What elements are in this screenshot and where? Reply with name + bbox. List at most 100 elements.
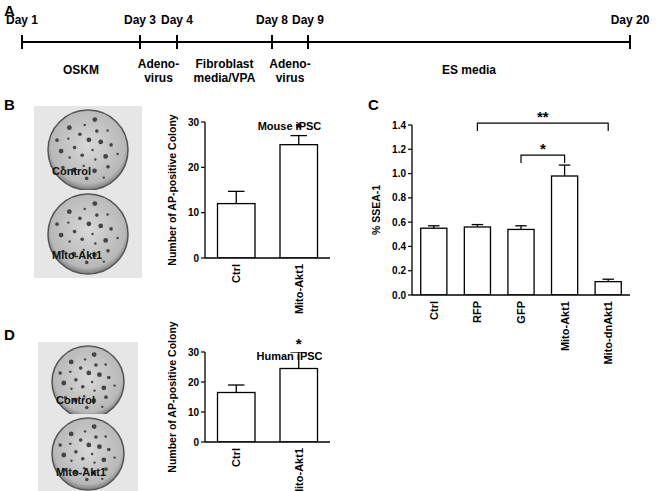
colony-dot: [73, 146, 77, 150]
bar-chart: 0102030CtrlMito-Akt1Number of AP-positiv…: [166, 321, 330, 491]
colony-dot: [104, 363, 106, 365]
x-tick-label: RFP: [471, 301, 483, 323]
y-tick-label: 0.0: [392, 290, 406, 301]
y-tick: [408, 246, 412, 247]
colony-dot: [94, 242, 96, 244]
error-cap: [559, 164, 571, 165]
day-label: Day 4: [161, 13, 193, 27]
timeline: Day 1 Day 3 Day 4 Day 8 Day 9 Day 20 OSKM Adeno…: [6, 13, 650, 85]
y-tick: [201, 381, 205, 382]
day-label: Day 9: [292, 13, 324, 27]
colony-dot: [91, 381, 93, 383]
colony-dot: [67, 137, 69, 139]
photo-label: Control: [56, 394, 95, 406]
day-label: Day 8: [256, 13, 288, 27]
colony-dot: [92, 352, 97, 357]
colony-dot: [74, 450, 78, 454]
y-tick-label: 1.2: [392, 144, 406, 155]
colony-dot: [94, 158, 96, 160]
colony-dot: [69, 431, 74, 436]
colony-dot: [109, 143, 113, 147]
significance: *: [296, 335, 302, 352]
day-label: Day 20: [611, 13, 650, 27]
y-tick: [408, 294, 412, 295]
colony-dot: [55, 222, 59, 226]
y-tick-label: 0.6: [392, 217, 406, 228]
colony-dot: [113, 384, 115, 386]
y-axis: [204, 122, 205, 258]
colony-dot: [103, 260, 105, 262]
day-label: Day 1: [6, 13, 38, 27]
error-cap: [602, 279, 614, 280]
photo-bg: [34, 190, 142, 278]
colony-dot: [101, 385, 106, 390]
colony-dot: [58, 443, 62, 447]
colony-dot: [98, 224, 103, 229]
x-axis: [412, 294, 630, 295]
y-tick: [201, 167, 205, 168]
bar: [218, 204, 256, 258]
x-axis: [205, 257, 330, 258]
colony-dot: [59, 233, 64, 238]
y-tick: [201, 441, 205, 442]
error-bar: [228, 385, 245, 393]
y-tick: [408, 149, 412, 150]
significance: *: [540, 140, 546, 157]
colony-dot: [116, 237, 118, 239]
colony-dot: [81, 385, 85, 389]
colony-dot: [101, 406, 103, 408]
colony-dot: [81, 457, 85, 461]
significance: **: [537, 108, 549, 125]
dish: [52, 418, 124, 490]
stage-label: OSKM: [63, 63, 99, 77]
y-tick-label: 0: [193, 437, 199, 448]
stage-label: virus: [276, 71, 305, 85]
y-tick-label: 20: [188, 377, 200, 388]
chart-title: Mouse iPSC: [258, 120, 322, 132]
y-tick-label: 10: [188, 207, 200, 218]
timeline-tick: [629, 35, 631, 49]
colony-dot: [106, 165, 110, 169]
stage-label: Adeno-: [138, 57, 179, 71]
day-label: Day 3: [124, 13, 156, 27]
x-tick-label: Ctrl: [230, 264, 242, 283]
colony-dot: [67, 209, 72, 214]
colony-dot: [106, 213, 108, 215]
timeline-tick: [176, 35, 178, 49]
stage-label: media/VPA: [194, 71, 256, 85]
timeline-tick: [271, 35, 273, 49]
plot-marks: [218, 352, 318, 442]
colony-dot: [70, 388, 72, 390]
colony-dot: [59, 149, 64, 154]
y-tick: [201, 121, 205, 122]
colony-dot: [98, 140, 103, 145]
colony-dot: [91, 233, 93, 235]
plot-marks: [421, 165, 622, 295]
y-tick-label: 30: [188, 347, 200, 358]
colony-dot: [91, 453, 93, 455]
error-bar: [472, 225, 484, 227]
error-bar: [515, 226, 527, 230]
colony-dot: [84, 430, 86, 432]
photo-label: Control: [52, 165, 91, 177]
bar: [218, 393, 256, 443]
x-tick-label: GFP: [515, 301, 527, 324]
colony-dot: [86, 137, 91, 142]
error-bar: [559, 165, 571, 176]
x-tick-label: Mito-Akt1: [559, 301, 571, 351]
y-axis-label: Number of AP-positive Colony: [166, 114, 178, 265]
y-axis: [204, 352, 205, 442]
photo-bg: [38, 342, 138, 422]
y-tick: [408, 197, 412, 198]
colony-dot: [104, 435, 106, 437]
y-tick: [201, 212, 205, 213]
colony-dot: [74, 378, 78, 382]
colony-dot: [95, 213, 99, 217]
y-tick: [201, 411, 205, 412]
significance: *: [296, 119, 302, 136]
colony-dot: [70, 460, 72, 462]
y-tick-label: 20: [188, 162, 200, 173]
colony-dot: [97, 444, 102, 449]
colony-dot: [93, 389, 95, 391]
colony-dot: [61, 453, 66, 458]
